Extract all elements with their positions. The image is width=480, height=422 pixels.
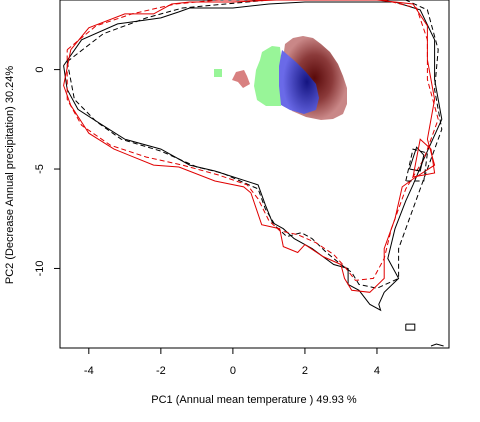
contour-line-4 xyxy=(408,146,425,172)
contour-line-3 xyxy=(66,0,439,281)
y-tick-label: -10 xyxy=(34,261,46,277)
x-tick-label: 0 xyxy=(230,365,236,377)
contour-line-8 xyxy=(430,343,444,347)
x-axis-label: PC1 (Annual mean temperature ) 49.93 % xyxy=(151,394,357,406)
y-axis: 0 -5 -10 xyxy=(34,67,60,277)
contour-line-5 xyxy=(405,148,428,182)
contour-lines xyxy=(63,0,444,347)
contour-line-6 xyxy=(412,138,436,178)
plot-frame xyxy=(59,0,450,349)
x-tick-label: 4 xyxy=(374,365,380,377)
native-green-region xyxy=(254,46,281,106)
x-tick-label: 2 xyxy=(302,365,308,377)
y-axis-label: PC2 (Decrease Annual precipitation) 30.2… xyxy=(4,66,16,285)
x-tick-label: -2 xyxy=(156,365,166,377)
y-tick-label: -5 xyxy=(34,164,46,174)
green-outlier xyxy=(214,69,222,77)
density-raster xyxy=(214,36,347,120)
contour-line-0 xyxy=(63,1,443,312)
overlap-blue xyxy=(279,50,319,114)
contour-line-2 xyxy=(63,0,436,293)
x-axis: -4 -2 0 2 4 xyxy=(84,348,380,377)
contour-line-7 xyxy=(405,323,416,331)
pink-outlier xyxy=(232,70,250,88)
x-tick-label: -4 xyxy=(84,365,94,377)
y-tick-label: 0 xyxy=(34,67,46,73)
